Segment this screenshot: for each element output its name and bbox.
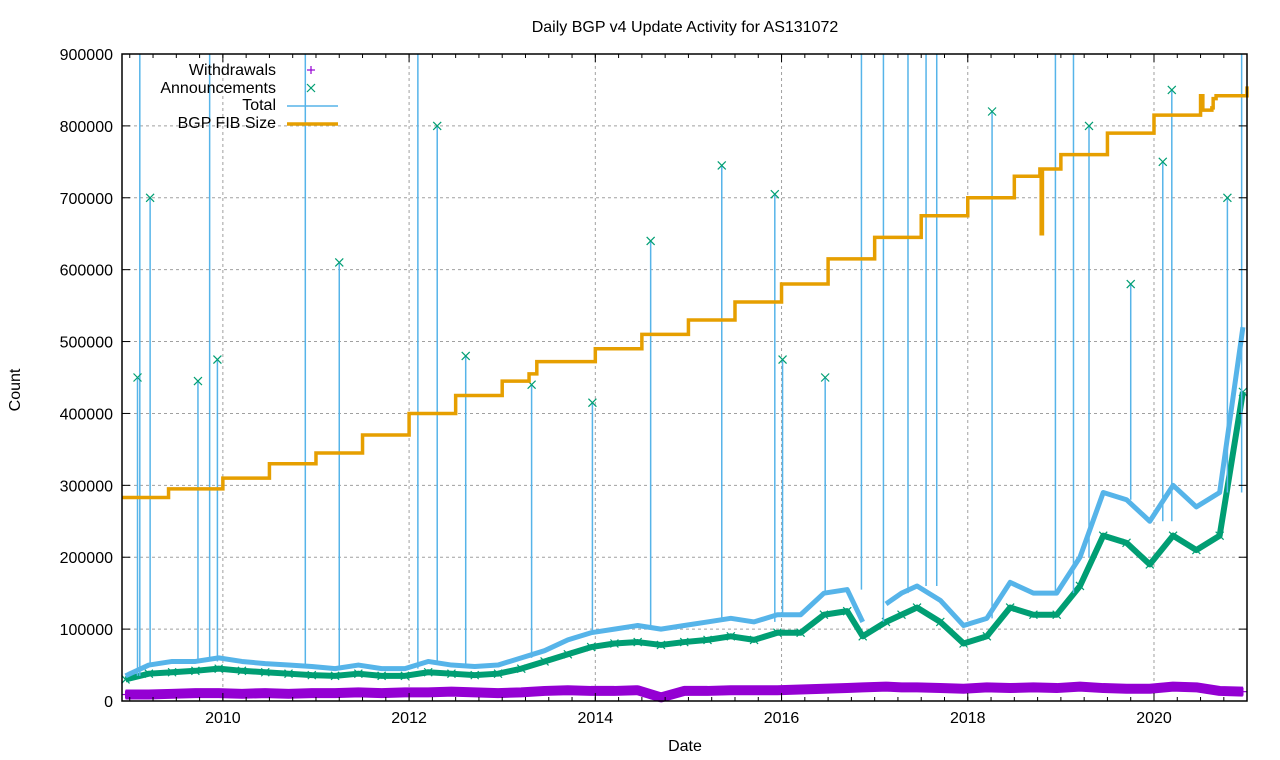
cross-b bbox=[461, 351, 471, 361]
legend-swatch-withdrawals bbox=[307, 66, 315, 74]
y-tick-label: 400000 bbox=[60, 406, 113, 423]
x-tick-label: 2020 bbox=[1136, 710, 1172, 727]
y-tick-label: 600000 bbox=[60, 263, 113, 280]
y-axis-label: Count bbox=[7, 368, 24, 411]
announcements-spike-point bbox=[432, 121, 442, 131]
chart-title: Daily BGP v4 Update Activity for AS13107… bbox=[532, 19, 839, 36]
announcements-spike-point bbox=[778, 355, 787, 364]
announcements-spike-point bbox=[133, 373, 142, 382]
cross-b bbox=[587, 398, 597, 408]
announcements-spike-point bbox=[193, 376, 203, 386]
cross-b bbox=[1167, 85, 1177, 95]
announcements-spike-point bbox=[145, 193, 155, 203]
legend-label-total: Total bbox=[242, 97, 276, 114]
cross-b bbox=[306, 83, 316, 93]
cross-b bbox=[1126, 279, 1136, 289]
cross-b bbox=[145, 193, 155, 203]
cross-b bbox=[820, 373, 830, 382]
y-tick-label: 700000 bbox=[60, 191, 113, 208]
cross-b bbox=[1158, 157, 1168, 167]
announcements-spike-point bbox=[587, 398, 597, 408]
announcements-spike-point bbox=[1084, 121, 1094, 131]
announcements-spike-point bbox=[987, 107, 997, 116]
gridlines bbox=[122, 54, 1247, 701]
cross-b bbox=[646, 236, 656, 246]
fib-size-line bbox=[122, 86, 1249, 500]
y-tick-label: 900000 bbox=[60, 47, 113, 64]
x-tick-label: 2016 bbox=[764, 710, 800, 727]
announcements-spike-point bbox=[212, 355, 222, 364]
announcements-spike-point bbox=[461, 351, 471, 361]
legend-label-fib: BGP FIB Size bbox=[178, 115, 277, 132]
y-tick-label: 100000 bbox=[60, 622, 113, 639]
legend-swatch-announcements bbox=[306, 83, 316, 93]
y-tick-label: 800000 bbox=[60, 119, 113, 136]
x-tick-label: 2012 bbox=[391, 710, 427, 727]
y-tick-label: 500000 bbox=[60, 335, 113, 352]
announcements-spike-point bbox=[646, 236, 656, 246]
announcements-band bbox=[124, 391, 1246, 683]
announcements-spike-point bbox=[1167, 85, 1177, 95]
cross-b bbox=[778, 355, 787, 364]
announcements-spike-point bbox=[820, 373, 830, 382]
cross-b bbox=[527, 380, 537, 390]
announcements-spike-point bbox=[717, 161, 727, 170]
announcements-spike-point bbox=[1222, 193, 1232, 203]
cross-b bbox=[212, 355, 222, 364]
announcements-spike-point bbox=[1158, 157, 1168, 167]
announcements-spike-point bbox=[334, 258, 344, 267]
cross-b bbox=[193, 376, 203, 386]
axis-ticks: 0 100000 200000 300000 400000 500000 600000 700… bbox=[60, 47, 1247, 727]
x-tick-label: 2010 bbox=[205, 710, 241, 727]
legend-label-withdrawals: Withdrawals bbox=[189, 62, 276, 79]
y-tick-label: 300000 bbox=[60, 478, 113, 495]
plot-area bbox=[121, 54, 1249, 703]
withdrawals-band bbox=[125, 681, 1244, 703]
y-tick-label: 200000 bbox=[60, 550, 113, 567]
cross-b bbox=[432, 121, 442, 131]
plot-frame bbox=[121, 53, 1248, 702]
cross-b bbox=[334, 258, 344, 267]
total-line bbox=[884, 326, 1246, 629]
announcements-spike-point bbox=[1126, 279, 1136, 289]
legend-label-announcements: Announcements bbox=[160, 80, 276, 97]
cross-b bbox=[717, 161, 727, 170]
cross-b bbox=[1084, 121, 1094, 131]
y-tick-label: 0 bbox=[104, 694, 113, 711]
legend: Withdrawals Announcements Total BGP FIB … bbox=[160, 62, 338, 132]
x-axis-label: Date bbox=[668, 738, 702, 755]
cross-b bbox=[133, 373, 142, 382]
cross-b bbox=[987, 107, 997, 116]
x-tick-label: 2018 bbox=[950, 710, 986, 727]
total-line bbox=[124, 587, 865, 679]
announcements-spike-point bbox=[770, 189, 780, 199]
x-tick-label: 2014 bbox=[578, 710, 614, 727]
cross-b bbox=[770, 189, 780, 199]
cross-b bbox=[1222, 193, 1232, 203]
